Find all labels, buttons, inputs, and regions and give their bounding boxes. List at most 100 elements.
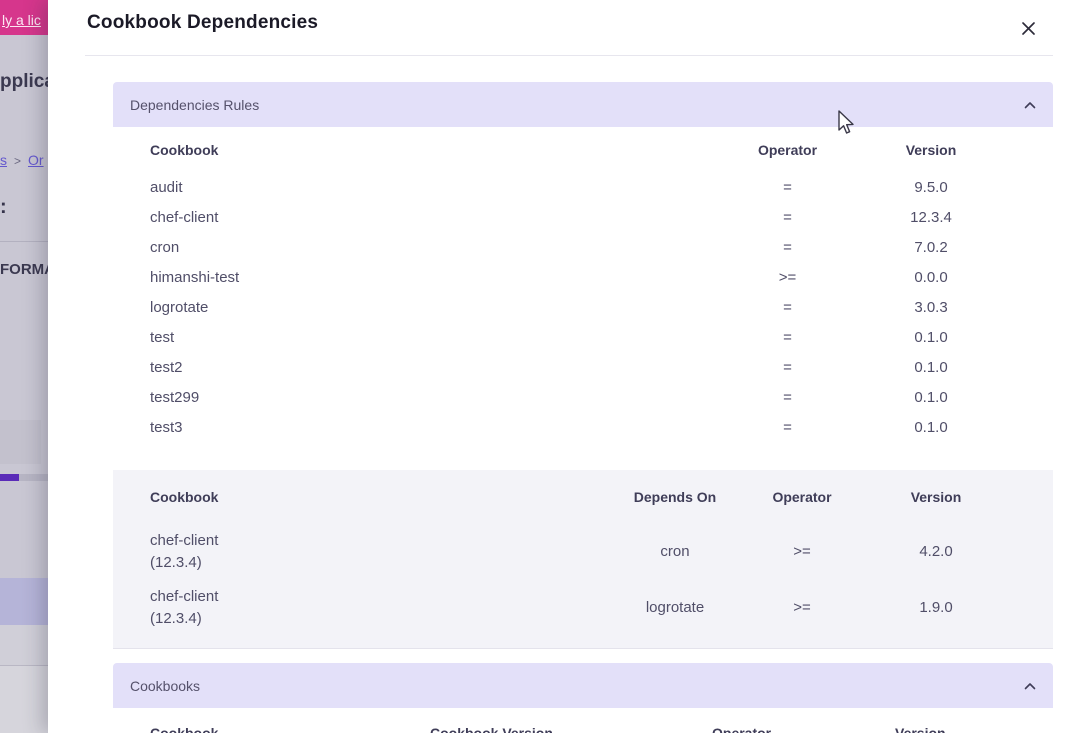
operator-cell: = bbox=[783, 418, 792, 436]
breadcrumb-separator: > bbox=[14, 154, 22, 168]
close-button[interactable] bbox=[1017, 19, 1039, 41]
rules-table-row: audit = 9.5.0 bbox=[113, 172, 1053, 202]
operator-cell: = bbox=[783, 358, 792, 376]
spacer-cell bbox=[1025, 524, 1053, 580]
column-header: Cookbook bbox=[150, 725, 219, 733]
operator-cell: >= bbox=[793, 542, 811, 560]
spacer-cell bbox=[997, 202, 1053, 232]
version-cell: 9.5.0 bbox=[914, 178, 948, 196]
version-cell: 12.3.4 bbox=[910, 208, 952, 226]
operator-cell: = bbox=[783, 298, 792, 316]
background-row bbox=[0, 625, 48, 665]
breadcrumb-link-2: Or bbox=[28, 152, 44, 168]
modal-header: Cookbook Dependencies bbox=[48, 0, 1085, 55]
column-header: Operator bbox=[757, 141, 818, 158]
background-selected-row bbox=[0, 578, 48, 625]
depends-on-cell: cron bbox=[660, 542, 690, 560]
operator-cell: = bbox=[783, 328, 792, 346]
cookbook-dependencies-modal: Cookbook Dependencies Dependencies Rules… bbox=[48, 0, 1085, 733]
chevron-up-icon bbox=[1024, 101, 1036, 109]
cookbook-cell: cron bbox=[150, 238, 180, 256]
background-page: ly a lic pplica s > Or : FORMA bbox=[0, 0, 55, 733]
version-cell: 3.0.3 bbox=[914, 298, 948, 316]
rules-table-row: chef-client = 12.3.4 bbox=[113, 202, 1053, 232]
table-bottom-spacer bbox=[113, 636, 1053, 648]
operator-cell: = bbox=[783, 208, 792, 226]
column-header: Depends On bbox=[633, 489, 717, 505]
spacer-cell bbox=[997, 322, 1053, 352]
information-label-fragment: FORMA bbox=[0, 261, 55, 278]
spacer-cell bbox=[997, 292, 1053, 322]
background-card bbox=[0, 420, 41, 464]
column-header: Cookbook Version bbox=[430, 725, 553, 733]
rules-table-row: test = 0.1.0 bbox=[113, 322, 1053, 352]
cookbooks-label: Cookbooks bbox=[130, 677, 201, 694]
progress-bar bbox=[0, 474, 48, 481]
breadcrumb: s > Or bbox=[0, 152, 44, 168]
rules-table-row: test299 = 0.1.0 bbox=[113, 382, 1053, 412]
version-cell: 7.0.2 bbox=[914, 238, 948, 256]
column-header: Cookbook bbox=[150, 141, 219, 158]
column-header-spacer bbox=[1025, 470, 1053, 524]
spacer-cell bbox=[997, 262, 1053, 292]
rules-table-header-row: Cookbook Operator Version bbox=[113, 127, 1053, 172]
rules-table-row: cron = 7.0.2 bbox=[113, 232, 1053, 262]
rules-table-row: himanshi-test >= 0.0.0 bbox=[113, 262, 1053, 292]
depends-table-row: chef-client (12.3.4) cron >= 4.2.0 bbox=[113, 524, 1053, 580]
spacer-cell bbox=[997, 232, 1053, 262]
license-banner-link: ly a lic bbox=[2, 12, 41, 28]
column-header: Cookbook bbox=[150, 489, 219, 505]
rules-table-container: Cookbook Operator Version audit = 9.5.0 chef-… bbox=[113, 127, 1053, 470]
spacer-cell bbox=[997, 382, 1053, 412]
version-cell: 0.0.0 bbox=[914, 268, 948, 286]
spacer-cell bbox=[997, 352, 1053, 382]
column-header: Version bbox=[895, 725, 946, 733]
depends-table-header-row: Cookbook Depends On Operator Version bbox=[113, 470, 1053, 524]
cookbook-cell: chef-client (12.3.4) bbox=[150, 531, 219, 572]
column-header: Version bbox=[905, 141, 957, 158]
background-row bbox=[0, 666, 48, 733]
operator-cell: = bbox=[783, 178, 792, 196]
page-heading-fragment: pplica bbox=[0, 71, 55, 92]
depends-on-cell: logrotate bbox=[645, 598, 705, 616]
spacer-cell bbox=[1025, 580, 1053, 636]
operator-cell: >= bbox=[778, 268, 797, 286]
breadcrumb-link-1: s bbox=[0, 152, 7, 168]
depends-table: Cookbook Depends On Operator Version chef-c… bbox=[113, 470, 1053, 636]
rules-table-row: logrotate = 3.0.3 bbox=[113, 292, 1053, 322]
header-divider bbox=[85, 55, 1053, 56]
depends-table-row: chef-client (12.3.4) logrotate >= 1.9.0 bbox=[113, 580, 1053, 636]
operator-cell: = bbox=[783, 388, 792, 406]
version-cell: 4.2.0 bbox=[919, 542, 953, 560]
cookbook-cell: test bbox=[150, 328, 175, 346]
depends-table-container: Cookbook Depends On Operator Version chef-c… bbox=[113, 470, 1053, 649]
column-header-spacer bbox=[997, 127, 1053, 172]
column-header: Version bbox=[910, 489, 962, 505]
dependencies-rules-accordion-header[interactable]: Dependencies Rules bbox=[113, 82, 1053, 127]
version-cell: 0.1.0 bbox=[914, 358, 948, 376]
cookbook-cell: himanshi-test bbox=[150, 268, 240, 286]
operator-cell: >= bbox=[793, 598, 811, 616]
column-header: Operator bbox=[712, 725, 772, 733]
cookbook-cell: logrotate bbox=[150, 298, 209, 316]
cookbook-cell: test2 bbox=[150, 358, 183, 376]
cookbooks-table-container: Cookbook Cookbook Version Operator Version bbox=[113, 708, 1053, 733]
cookbooks-accordion-header[interactable]: Cookbooks bbox=[113, 663, 1053, 708]
close-icon bbox=[1021, 21, 1036, 39]
background-divider bbox=[0, 241, 48, 242]
rules-table-row: test2 = 0.1.0 bbox=[113, 352, 1053, 382]
rules-table-row: test3 = 0.1.0 bbox=[113, 412, 1053, 442]
license-banner: ly a lic bbox=[0, 0, 48, 35]
version-cell: 0.1.0 bbox=[914, 328, 948, 346]
heading-colon: : bbox=[0, 196, 7, 218]
version-cell: 0.1.0 bbox=[914, 418, 948, 436]
dependencies-rules-label: Dependencies Rules bbox=[130, 96, 260, 113]
cookbook-cell: test3 bbox=[150, 418, 183, 436]
dependencies-rules-panel: Dependencies Rules Cookbook Operator Versi… bbox=[113, 82, 1053, 649]
spacer-cell bbox=[997, 412, 1053, 442]
version-cell: 1.9.0 bbox=[919, 598, 953, 616]
progress-bar-fill bbox=[0, 474, 19, 481]
cookbook-cell: test299 bbox=[150, 388, 200, 406]
spacer-cell bbox=[997, 172, 1053, 202]
modal-title: Cookbook Dependencies bbox=[87, 12, 319, 33]
